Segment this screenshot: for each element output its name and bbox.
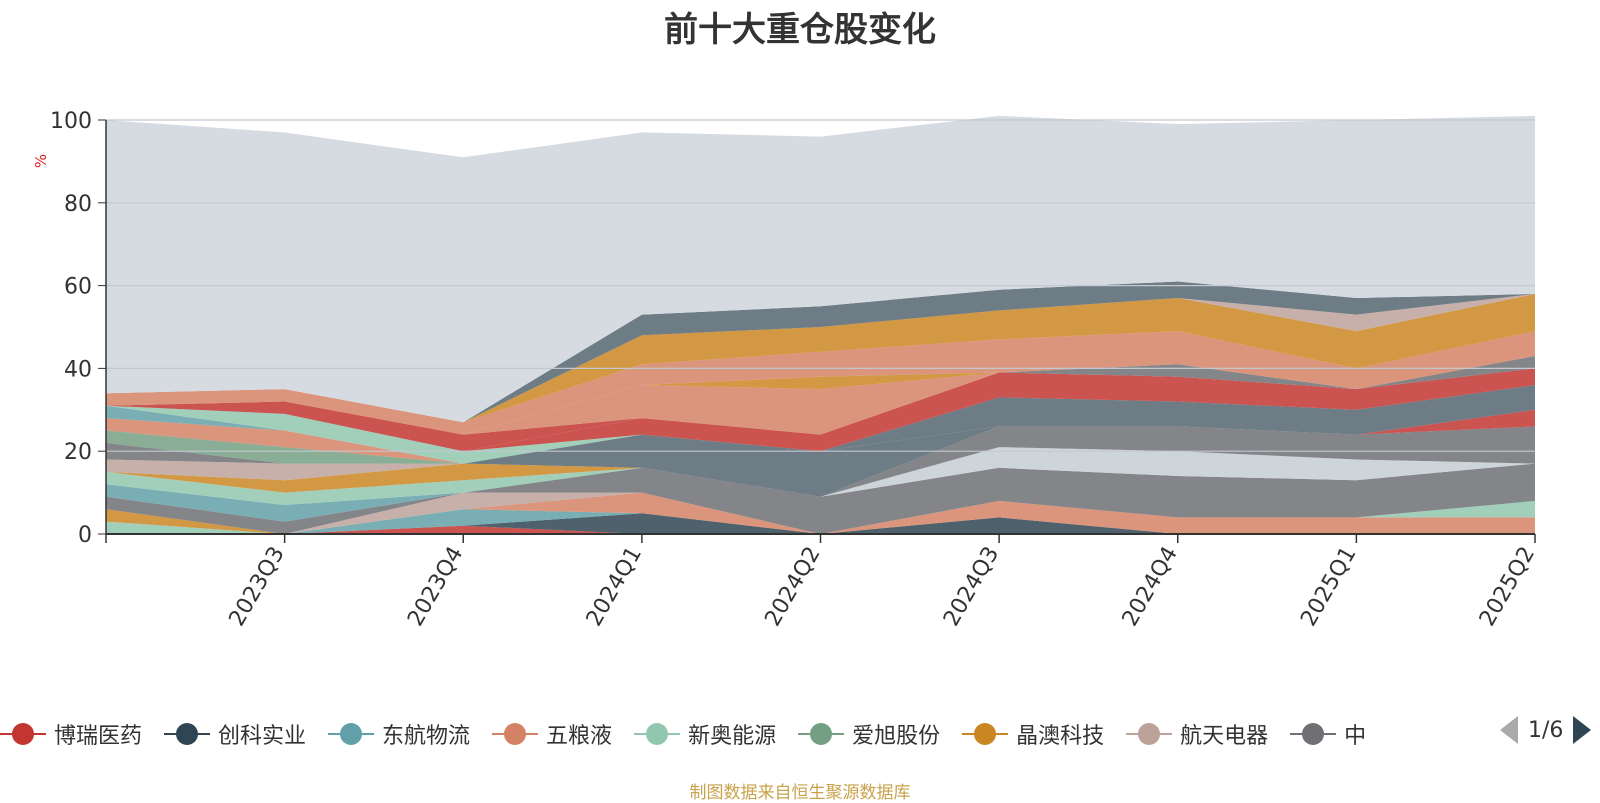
legend-item[interactable]: 晶澳科技 [962, 718, 1104, 750]
legend-label: 晶澳科技 [1016, 724, 1105, 749]
area-series-24 [106, 385, 1535, 452]
x-tick-label: 2025Q1 [1296, 543, 1361, 631]
area-series-28 [106, 356, 1535, 435]
legend-marker-icon [1290, 722, 1337, 746]
area-series-12 [106, 426, 1535, 522]
area-series-0 [106, 525, 1535, 534]
legend-item[interactable]: 博瑞医药 [0, 718, 142, 750]
legend-marker-icon [798, 722, 845, 746]
area-series-33 [106, 281, 1535, 423]
y-tick-label: 80 [64, 192, 92, 217]
area-series-10 [106, 447, 1535, 522]
legend-marker-icon [328, 722, 375, 746]
y-tick-label: 100 [50, 109, 92, 134]
page-indicator: 1/6 [1528, 717, 1564, 743]
legend-label: 爱旭股份 [852, 724, 941, 749]
next-page-icon[interactable] [1573, 716, 1592, 744]
area-series-8 [106, 463, 1535, 534]
x-tick-label: 2024Q1 [582, 543, 647, 631]
legend: 博瑞医药 创科实业 东航物流 五粮液 新奥能源 爱旭股份 晶澳科技 航天电器 中 [0, 718, 1490, 752]
chart-title: 前十大重仓股变化 [664, 10, 936, 50]
area-layer [106, 115, 1535, 534]
area-series-11 [106, 426, 1535, 522]
x-tick-label: 2025Q2 [1475, 543, 1540, 631]
area-series-20 [106, 409, 1535, 464]
x-tick-label: 2024Q2 [760, 543, 825, 631]
legend-label: 五粮液 [546, 724, 613, 749]
y-tick-label: 0 [78, 523, 92, 548]
legend-pager: 1/6 [1500, 716, 1592, 744]
x-tick-label: 2024Q3 [939, 543, 1004, 631]
area-series-34 [106, 115, 1535, 423]
legend-item[interactable]: 五粮液 [492, 718, 612, 750]
y-axis-unit: % [32, 153, 51, 169]
stacked-area-chart: 0 20 40 60 80 100 2023Q3 2023Q4 2024Q1 2024Q2 2024… [50, 109, 1540, 631]
legend-item[interactable]: 东航物流 [328, 718, 470, 750]
legend-marker-icon [962, 722, 1009, 746]
legend-label: 创科实业 [218, 724, 307, 749]
area-series-19 [106, 409, 1535, 497]
legend-item[interactable]: 创科实业 [164, 718, 306, 750]
legend-label: 新奥能源 [688, 724, 777, 749]
legend-label: 航天电器 [1180, 724, 1269, 749]
area-series-3 [106, 492, 1535, 534]
prev-page-icon[interactable] [1500, 716, 1518, 744]
legend-label: 博瑞医药 [54, 724, 143, 749]
legend-marker-icon [1126, 722, 1173, 746]
legend-item[interactable]: 航天电器 [1126, 718, 1268, 750]
area-series-2 [106, 509, 1535, 534]
legend-item[interactable]: 爱旭股份 [798, 718, 940, 750]
legend-label: 东航物流 [382, 724, 471, 749]
legend-label: 中 [1344, 724, 1367, 749]
area-series-30 [106, 331, 1535, 435]
x-tick-label: 2023Q4 [403, 543, 468, 631]
legend-marker-icon [634, 722, 681, 746]
y-tick-label: 20 [64, 440, 92, 465]
area-series-6 [106, 492, 1535, 534]
source-note: 制图数据来自恒生聚源数据库 [689, 783, 911, 803]
area-series-7 [106, 492, 1535, 534]
area-series-13 [106, 426, 1535, 505]
gridlines [106, 119, 1535, 452]
x-tick-label: 2023Q3 [225, 543, 290, 631]
y-tick-label: 40 [64, 357, 92, 382]
legend-marker-icon [0, 722, 46, 746]
legend-item[interactable]: 新奥能源 [634, 718, 776, 750]
area-series-27 [106, 356, 1535, 435]
area-series-25 [106, 368, 1535, 452]
y-tick-label: 60 [64, 275, 92, 300]
legend-marker-icon [164, 722, 211, 746]
legend-marker-icon [492, 722, 539, 746]
area-series-14 [106, 426, 1535, 497]
x-tick-label: 2024Q4 [1118, 543, 1183, 631]
area-series-31 [106, 293, 1535, 423]
legend-item[interactable]: 中 [1290, 718, 1366, 750]
